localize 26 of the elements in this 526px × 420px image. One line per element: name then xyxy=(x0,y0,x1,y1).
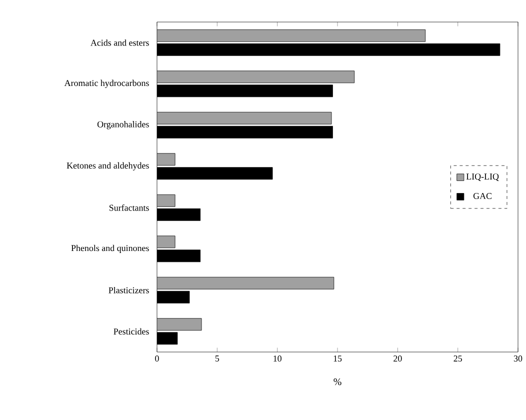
y-tick-label: Phenols and quinones xyxy=(71,244,149,253)
legend-label: GAC xyxy=(473,193,492,200)
bar xyxy=(157,276,334,290)
x-axis-title: % xyxy=(334,378,342,386)
y-tick-label: Acids and esters xyxy=(90,39,149,46)
x-tick-label: 25 xyxy=(454,356,462,362)
y-tick-label: Plasticizers xyxy=(108,286,149,294)
y-tick-label: Surfactants xyxy=(109,204,149,211)
x-tick-label: 0 xyxy=(155,356,159,362)
bar xyxy=(157,112,332,124)
x-tick-label: 15 xyxy=(334,356,342,362)
bar xyxy=(157,70,355,84)
x-tick-label: 5 xyxy=(215,356,220,362)
bar xyxy=(157,153,176,166)
x-tick-label: 30 xyxy=(514,356,522,362)
bar xyxy=(157,29,426,42)
bar xyxy=(157,236,176,248)
y-tick-label: Organohalides xyxy=(97,121,149,130)
legend-label: LIQ-LIQ xyxy=(466,174,499,181)
x-tick-label: 20 xyxy=(394,356,402,362)
y-tick-label: Ketones and aldehydes xyxy=(66,162,149,170)
y-tick-label: Pesticides xyxy=(114,328,149,335)
bar xyxy=(157,194,176,207)
y-tick-label: Aromatic hydrocarbons xyxy=(64,80,149,88)
x-tick-label: 10 xyxy=(274,356,282,362)
bar xyxy=(157,318,202,331)
